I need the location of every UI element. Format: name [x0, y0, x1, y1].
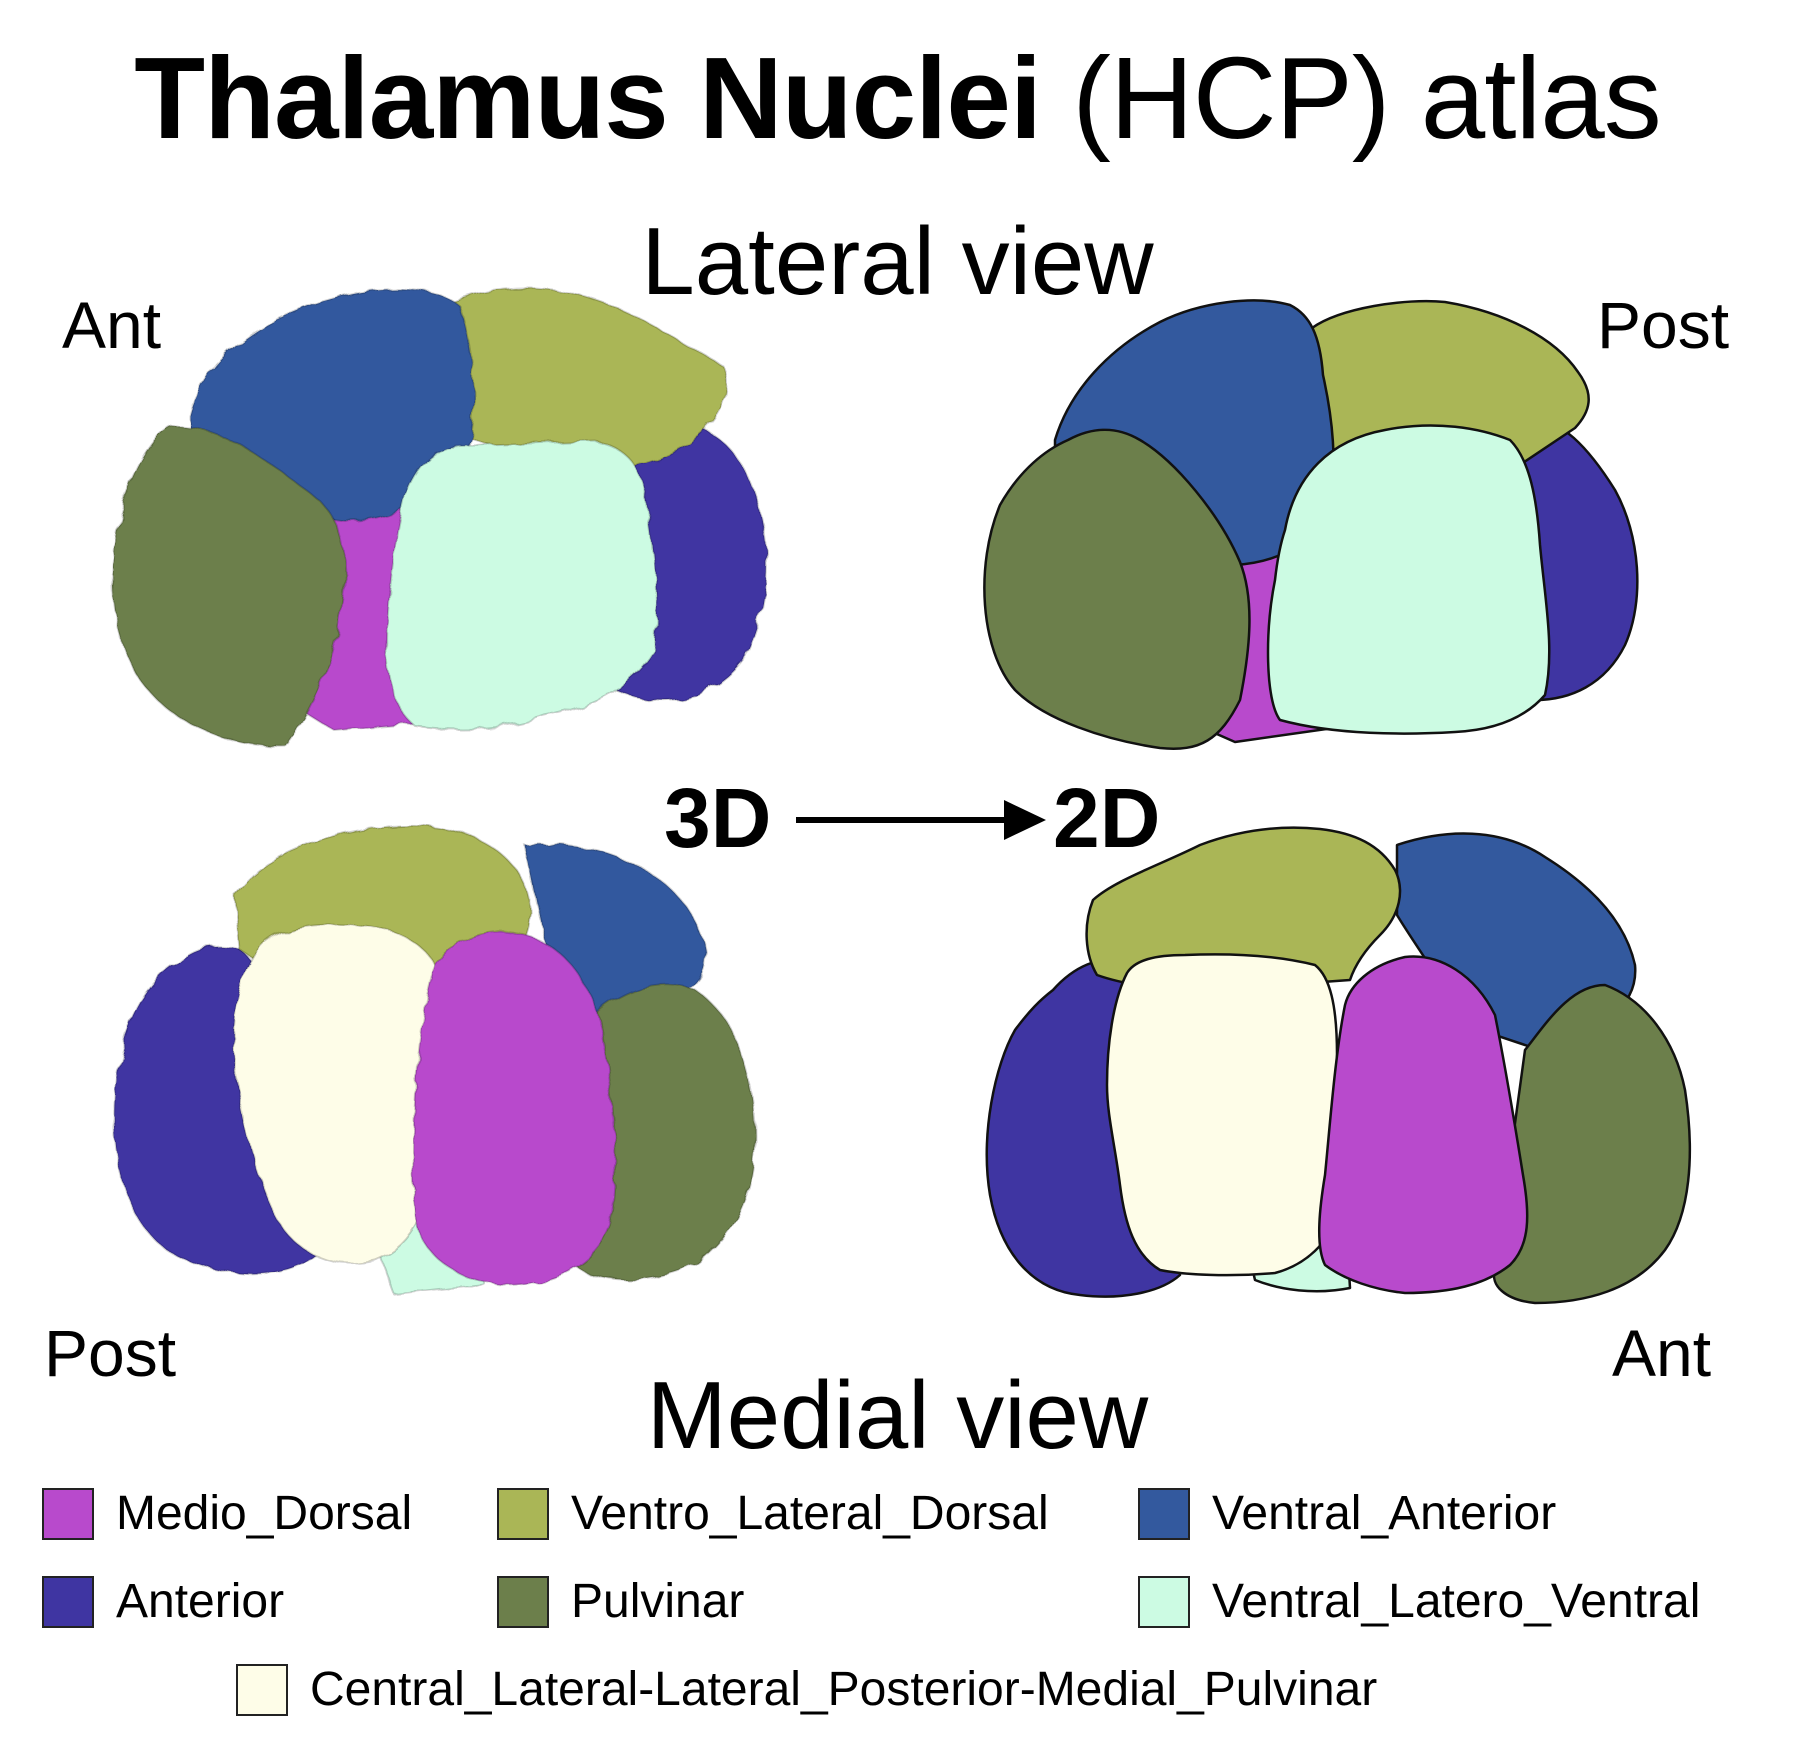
- region-ventro-lateral-dorsal: [1085, 826, 1402, 992]
- title-bold: Thalamus Nuclei: [134, 33, 1042, 163]
- legend-label: Pulvinar: [571, 1575, 745, 1628]
- label-post-bottom: Post: [44, 1316, 177, 1390]
- label-post-top: Post: [1597, 288, 1730, 362]
- legend-label: Anterior: [116, 1575, 285, 1628]
- legend-item-ventro-lateral-dorsal: Ventro_Lateral_Dorsal: [497, 1488, 1049, 1540]
- legend-swatch: [42, 1488, 94, 1540]
- medial-view-title: Medial view: [646, 1362, 1149, 1469]
- title-rest: (HCP) atlas: [1041, 33, 1661, 163]
- lateral-view-3d: [111, 287, 767, 748]
- legend-label: Ventral_Latero_Ventral: [1212, 1575, 1701, 1628]
- region-ventral-latero-ventral: [385, 439, 658, 730]
- legend-label: Ventro_Lateral_Dorsal: [571, 1487, 1049, 1540]
- legend-swatch: [497, 1576, 549, 1628]
- legend-item-ventral-latero-ventral: Ventral_Latero_Ventral: [1138, 1576, 1700, 1628]
- legend-item-medio-dorsal: Medio_Dorsal: [42, 1488, 412, 1540]
- region-medio-dorsal: [1317, 955, 1529, 1295]
- legend-swatch: [236, 1664, 288, 1716]
- label-ant-bottom: Ant: [1612, 1316, 1712, 1390]
- legend-swatch: [497, 1488, 549, 1540]
- legend-swatch: [1138, 1576, 1190, 1628]
- legend-item-ventral-anterior: Ventral_Anterior: [1138, 1488, 1556, 1540]
- region-central-lateral: [1105, 953, 1339, 1277]
- legend-swatch: [1138, 1488, 1190, 1540]
- region-pulvinar: [573, 983, 757, 1281]
- region-medio-dorsal: [412, 930, 617, 1287]
- region-ventral-latero-ventral: [1266, 424, 1551, 735]
- legend-item-pulvinar: Pulvinar: [497, 1576, 744, 1628]
- label-ant-top: Ant: [62, 288, 162, 362]
- lateral-view-title: Lateral view: [641, 208, 1154, 315]
- legend-item-central-lateral: Central_Lateral-Lateral_Posterior-Medial…: [236, 1664, 1377, 1716]
- medial-view-3d: [113, 824, 757, 1297]
- figure-title: Thalamus Nuclei (HCP) atlas: [0, 32, 1795, 165]
- legend-label: Ventral_Anterior: [1212, 1487, 1557, 1540]
- region-pulvinar: [111, 424, 346, 748]
- region-pulvinar: [983, 428, 1251, 750]
- label-2d: 2D: [1053, 771, 1161, 865]
- lateral-view-2d: [983, 299, 1639, 750]
- legend-item-anterior: Anterior: [42, 1576, 284, 1628]
- legend-swatch: [42, 1576, 94, 1628]
- legend-label: Central_Lateral-Lateral_Posterior-Medial…: [310, 1663, 1378, 1716]
- conversion-arrow: [796, 800, 1046, 840]
- label-3d: 3D: [664, 771, 772, 865]
- medial-view-2d: [985, 826, 1692, 1305]
- region-pulvinar: [1492, 983, 1692, 1305]
- legend-label: Medio_Dorsal: [116, 1487, 413, 1540]
